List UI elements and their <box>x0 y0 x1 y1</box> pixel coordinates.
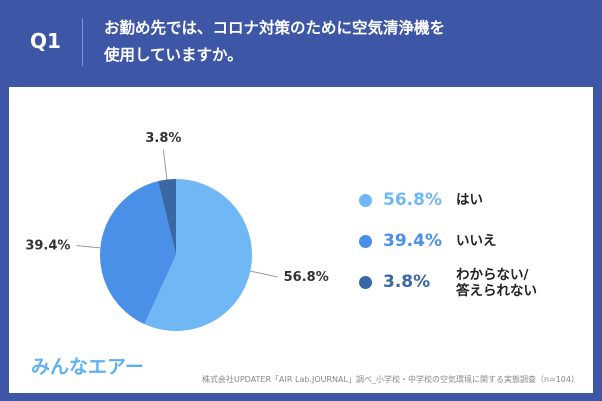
legend-pct-unknown: 3.8% <box>383 272 431 292</box>
header-divider <box>82 18 83 66</box>
legend-label-yes-line1: はい <box>456 192 483 208</box>
pie-slice-no <box>100 181 176 325</box>
question-line-2: 使用していますか。 <box>104 46 243 64</box>
pie-label-unknown: 3.8% <box>145 131 181 146</box>
legend-dot-no <box>359 235 372 248</box>
chart-panel: 56.8% 39.4% 3.8% 56.8% はい 39.4% いいえ 3.8% わ… <box>9 87 593 393</box>
pie-leader-line <box>250 270 278 278</box>
legend-item-yes: 56.8% はい <box>359 190 559 221</box>
question-number: Q1 <box>30 29 61 53</box>
legend-dot-unknown <box>359 276 372 289</box>
source-note: 株式会社UPDATER「AIR Lab.JOURNAL」調べ_小学校・中学校の空… <box>202 375 579 384</box>
legend-item-unknown: 3.8% わからない/ 答えられない <box>359 267 559 309</box>
legend-dot-yes <box>359 194 372 207</box>
header: Q1 お勤め先では、コロナ対策のために空気清浄機を 使用していますか。 <box>0 0 602 82</box>
legend-label-yes: はい <box>456 192 483 208</box>
legend-label-no-line1: いいえ <box>456 233 497 249</box>
brand-logo: みんなエアー <box>31 356 144 378</box>
pie-leader-line <box>162 149 168 180</box>
legend-pct-no: 39.4% <box>383 231 442 251</box>
pie-chart: 56.8% 39.4% 3.8% <box>25 131 329 331</box>
legend-label-unknown-line2: 答えられない <box>456 283 537 299</box>
question-line-1: お勤め先では、コロナ対策のために空気清浄機を <box>104 19 446 37</box>
pie-leader-line <box>76 245 101 249</box>
legend-label-unknown: わからない/ 答えられない <box>456 267 537 299</box>
question-text: お勤め先では、コロナ対策のために空気清浄機を 使用していますか。 <box>104 15 574 69</box>
pie-label-no: 39.4% <box>25 239 70 254</box>
pie-label-yes: 56.8% <box>284 270 329 285</box>
pie-slice-yes <box>144 179 253 331</box>
legend-label-unknown-line1: わからない/ <box>456 267 529 283</box>
legend-label-no: いいえ <box>456 233 497 249</box>
legend-item-no: 39.4% いいえ <box>359 231 559 262</box>
legend-pct-yes: 56.8% <box>383 190 442 210</box>
pie-slice-unknown <box>158 179 176 255</box>
